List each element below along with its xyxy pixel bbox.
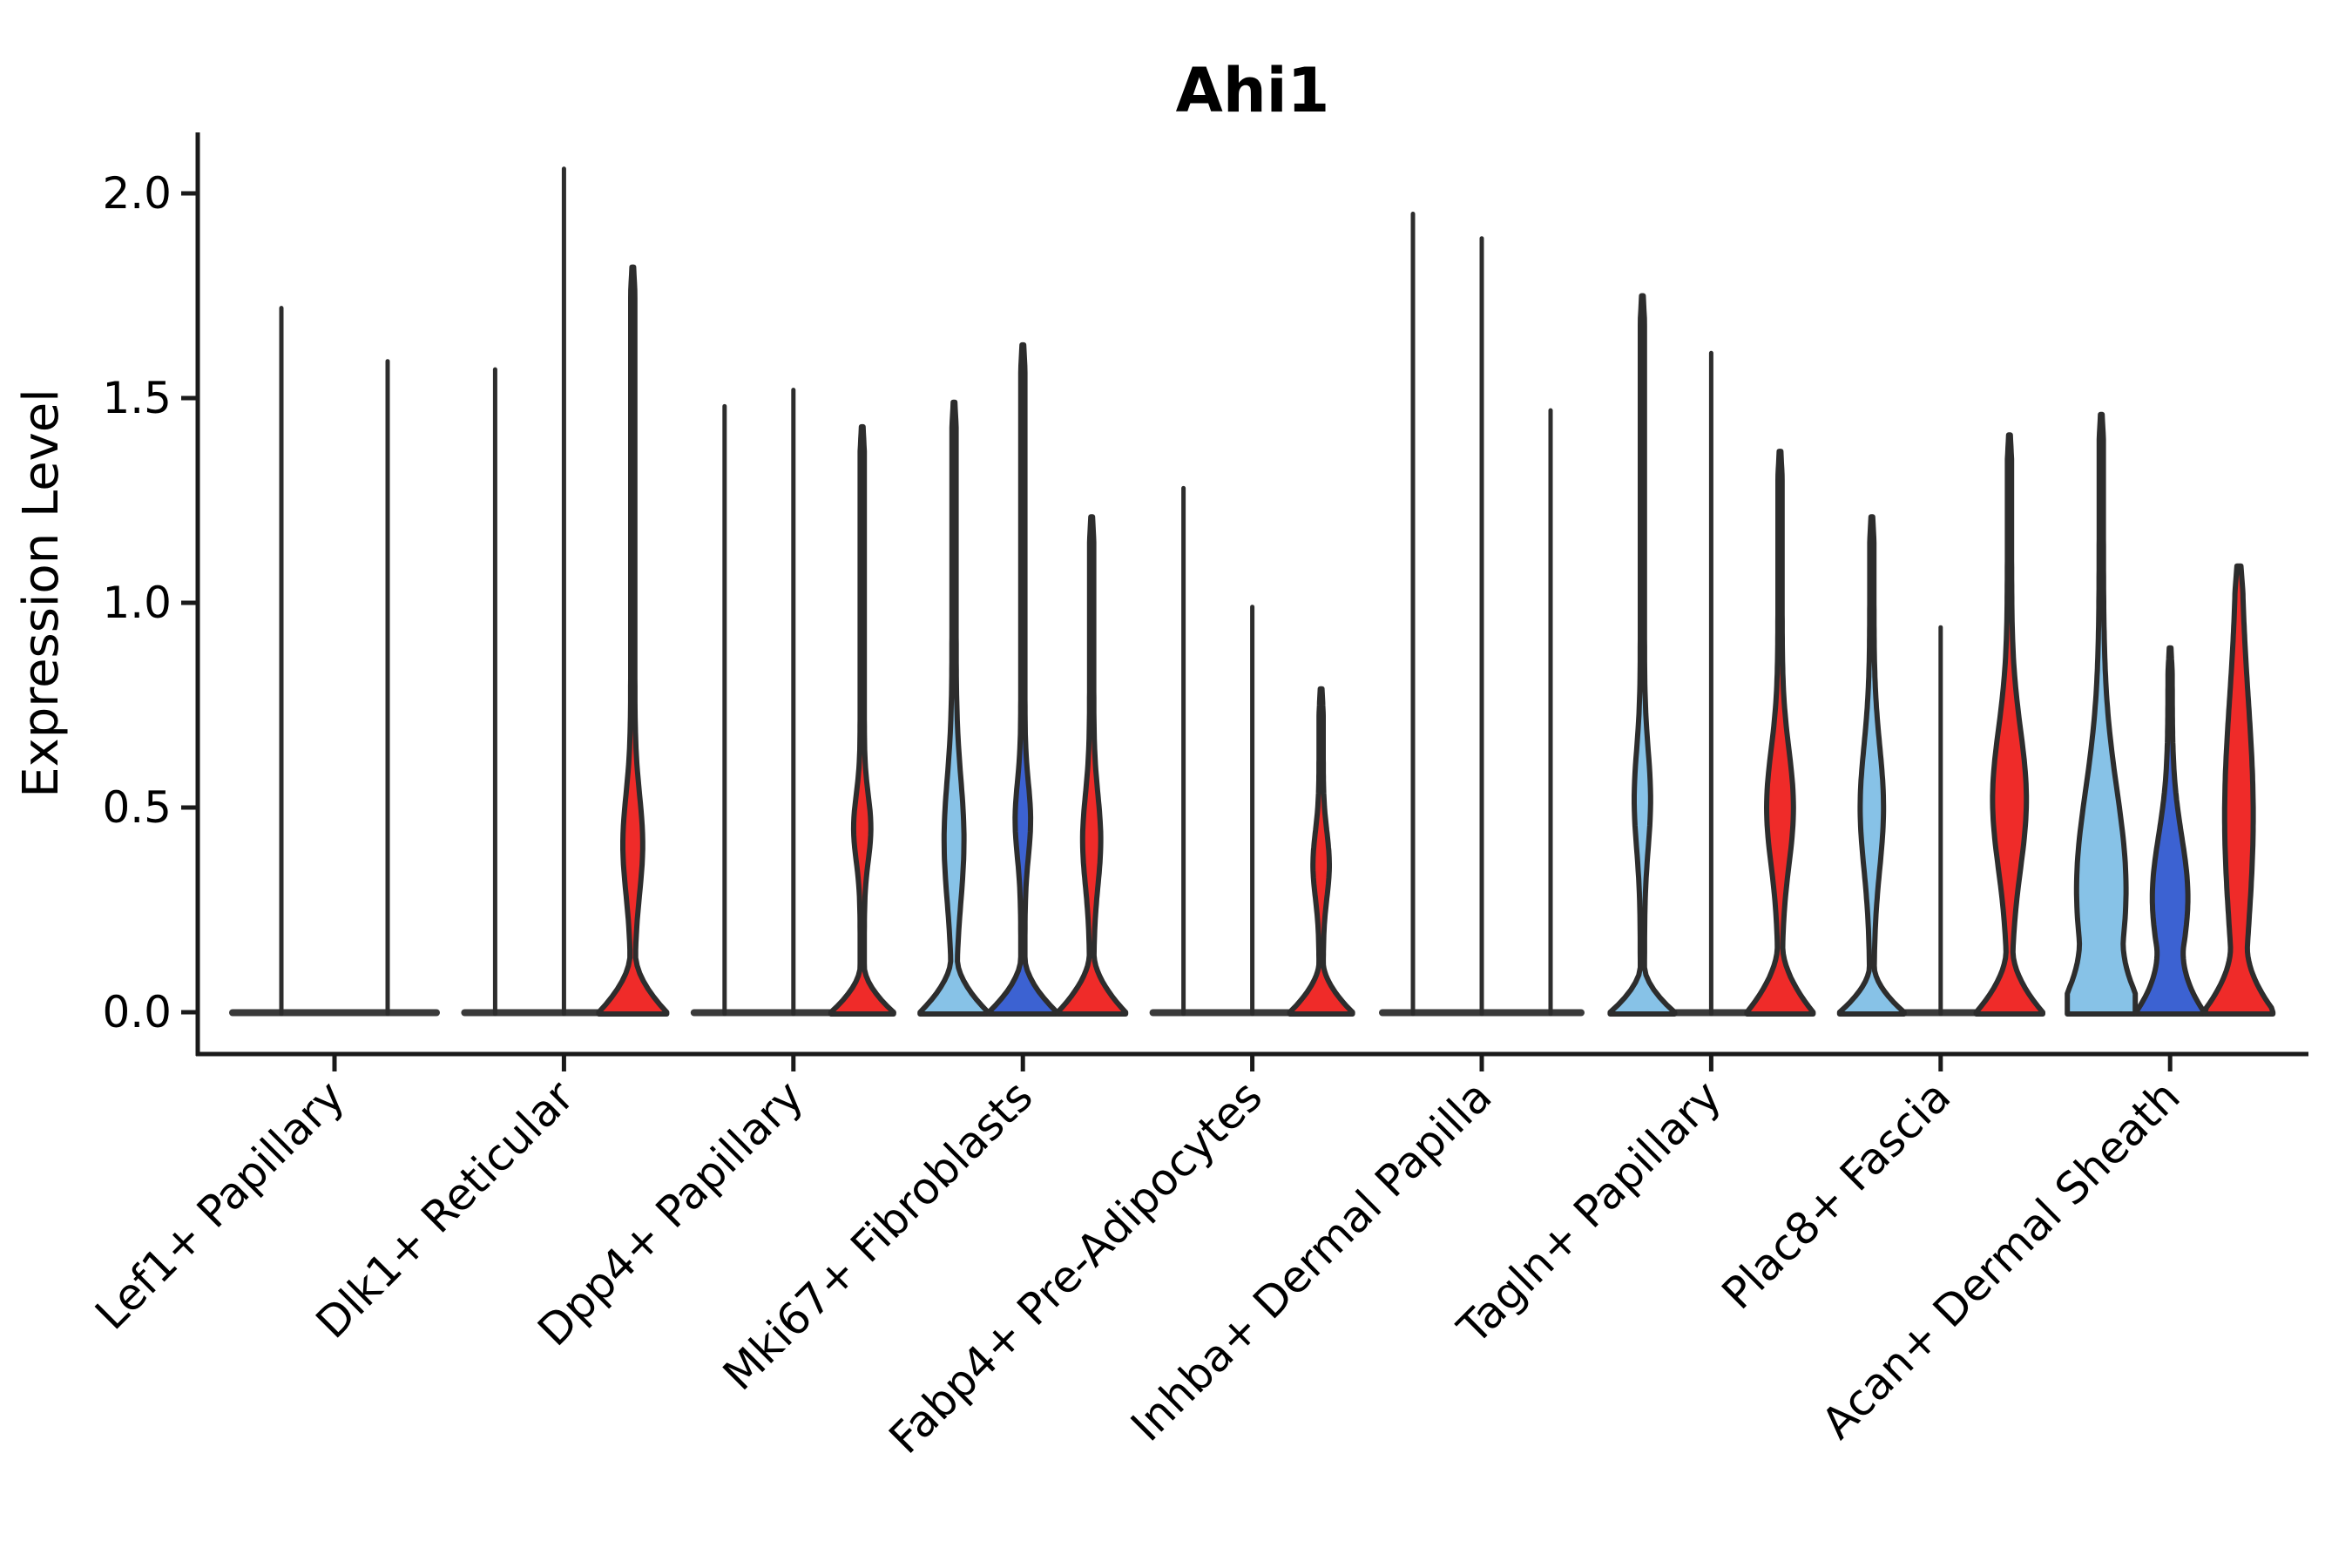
violin-Dlk1+ Reticular-split-3 — [596, 264, 670, 1017]
violin-Mki67+ Fibroblasts-split-3 — [1055, 514, 1129, 1017]
violin-Tagln+ Papillary-split-3 — [1744, 449, 1816, 1017]
chart-title: Ahi1 — [1176, 55, 1330, 126]
y-axis-label: Expression Level — [13, 389, 70, 798]
zero-expression-band — [229, 1009, 440, 1017]
y-tick-label-0.0: 0.0 — [102, 987, 172, 1037]
violin-Dpp4+ Papillary-split-3 — [828, 423, 896, 1017]
violin-Acan+ Dermal Sheath-split-1 — [2065, 411, 2139, 1017]
violin-Plac8+ Fascia-split-1 — [1836, 514, 1907, 1017]
y-tick-label-1.5: 1.5 — [102, 373, 172, 423]
y-tick-label-1.0: 1.0 — [102, 578, 172, 628]
violin-Mki67+ Fibroblasts-split-1 — [917, 399, 991, 1017]
violin-Fabp4+ Pre-Adipocytes-split-3 — [1287, 686, 1355, 1017]
y-tick-label-0.5: 0.5 — [102, 782, 172, 833]
violin-Mki67+ Fibroblasts-split-2 — [986, 341, 1060, 1017]
violin-layer — [279, 166, 2276, 1017]
violin-Tagln+ Papillary-split-1 — [1607, 293, 1678, 1017]
x-tick-label-Fabp4+ Pre-Adipocytes: Fabp4+ Pre-Adipocytes — [880, 1071, 1273, 1463]
violin-Plac8+ Fascia-split-3 — [1973, 432, 2045, 1017]
axes-layer — [181, 132, 2308, 1071]
violin-Acan+ Dermal Sheath-split-2 — [2133, 645, 2207, 1017]
x-tick-label-Lef1+ Papillary: Lef1+ Papillary — [85, 1071, 354, 1339]
y-tick-label-2.0: 2.0 — [102, 168, 172, 219]
x-tick-label-Plac8+ Fascia: Plac8+ Fascia — [1713, 1071, 1961, 1319]
violin-Acan+ Dermal Sheath-split-3 — [2202, 563, 2276, 1017]
